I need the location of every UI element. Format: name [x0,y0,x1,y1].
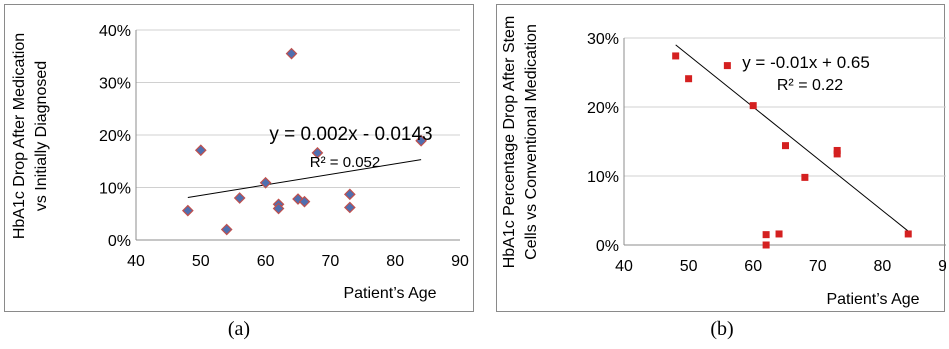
y-axis-label: HbA1c Drop After Medication [11,33,28,239]
data-point [782,142,789,150]
data-point [194,144,207,157]
x-tick-label: 60 [257,253,275,270]
data-point [723,62,731,70]
panel-label-a: (a) [227,318,251,340]
x-tick-label: 80 [874,258,892,275]
data-point [298,195,311,208]
x-tick-label: 50 [192,253,210,270]
chart-panel-b: 0% 10% 20% 30% 40 50 60 70 80 90 y = -0.01x + 0.65… [496,4,946,312]
r-squared-label: R² = 0.052 [310,154,380,171]
y-tick-label: 30% [99,76,131,93]
data-point [833,146,841,154]
x-tick-label: 60 [744,258,762,275]
y-tick-label: 10% [99,181,131,198]
trendline [675,44,909,232]
data-point [801,173,809,181]
data-point [749,102,757,110]
y-tick-label: 0% [596,238,619,255]
y-tick-label: 30% [587,31,619,48]
x-tick-label: 40 [615,258,633,275]
y-axis-label: vs Initially Diagnosed [33,61,50,211]
x-tick-label: 70 [322,253,340,270]
data-point [762,231,770,239]
data-point [233,192,246,204]
x-tick-label: 70 [809,258,827,275]
scatter-chart-a: 0% 10% 20% 30% 40% 40 50 60 70 80 90 y = 0.002x - 0… [11,23,469,302]
x-tick-label: 40 [127,253,145,270]
x-tick-label: 90 [938,258,946,275]
x-axis-label: Patient’s Age [343,285,436,302]
x-axis-label: Patient’s Age [826,291,919,308]
data-point [259,176,272,189]
y-tick-label: 20% [99,128,131,145]
y-tick-label: 0% [108,233,131,250]
data-point [311,147,324,159]
y-tick-label: 20% [587,100,619,117]
data-point [272,202,285,215]
data-point [672,52,680,60]
trendline [187,159,422,198]
panel-label-b: (b) [710,318,734,340]
r-squared-label: R² = 0.22 [777,77,843,94]
data-point [181,204,194,217]
x-tick-label: 90 [451,253,469,270]
data-point [220,223,233,236]
trendline-equation: y = 0.002x - 0.0143 [269,124,432,145]
trendline-equation: y = -0.01x + 0.65 [742,53,870,72]
data-point [762,241,770,249]
x-tick-label: 80 [386,253,404,270]
scatter-chart-b: 0% 10% 20% 30% 40 50 60 70 80 90 y = -0.01x + 0.65… [501,16,946,308]
y-axis-label: HbA1c Percentage Drop After Stem [501,16,518,269]
data-point [343,188,356,201]
data-point [775,230,783,238]
data-point [685,75,693,83]
y-tick-label: 10% [587,169,619,186]
y-axis-label: Cells vs Conventional Medication [523,24,540,260]
data-point [415,134,427,147]
x-tick-label: 50 [680,258,698,275]
data-point [904,230,912,238]
data-point [343,201,356,214]
chart-panel-a: 0% 10% 20% 30% 40% 40 50 60 70 80 90 y = 0.002x - 0… [4,4,474,312]
y-tick-label: 40% [99,23,131,40]
data-point [285,47,298,60]
